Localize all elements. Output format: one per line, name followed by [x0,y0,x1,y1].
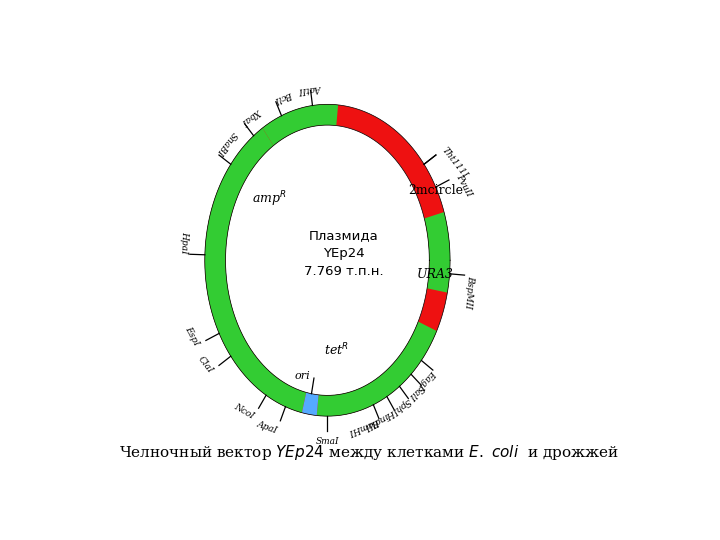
Text: SphI: SphI [390,396,412,416]
Text: Tht111I: Tht111I [441,146,469,180]
Text: tet$^R$: tet$^R$ [324,342,348,359]
Polygon shape [204,104,450,416]
Text: XbaI: XbaI [241,106,264,126]
Text: URA3: URA3 [417,268,454,281]
Text: Челночный вектор $\it{YEp24}$ между клетками $\it{E.\ coli}$  и дрожжей: Челночный вектор $\it{YEp24}$ между клет… [119,443,619,462]
Text: NcoI: NcoI [233,402,256,421]
Text: BamHI: BamHI [348,416,381,436]
Text: HindIII: HindIII [364,407,397,431]
Text: ori: ori [295,371,310,381]
Text: AatII: AatII [299,84,323,95]
Text: HpaI: HpaI [179,232,189,254]
Polygon shape [302,393,318,416]
Text: SalI: SalI [406,383,426,402]
Polygon shape [204,128,306,413]
Polygon shape [424,212,450,260]
Text: amp$^R$: amp$^R$ [252,190,287,209]
Text: BclI: BclI [274,90,294,105]
Text: ApaI: ApaI [256,419,279,435]
Text: EspI: EspI [183,325,201,347]
Text: PvuII: PvuII [454,173,473,198]
Polygon shape [427,239,450,293]
Text: 2mcircle: 2mcircle [408,184,463,197]
Polygon shape [262,104,338,146]
Text: SnaBI: SnaBI [215,130,238,157]
Text: ClaI: ClaI [196,354,215,375]
Text: Плазмида
YEp24
7.769 т.п.н.: Плазмида YEp24 7.769 т.п.н. [305,230,384,279]
Text: SmaI: SmaI [315,437,339,446]
Text: EagI: EagI [417,368,437,390]
Polygon shape [317,322,437,416]
Text: BspMII: BspMII [463,275,474,309]
